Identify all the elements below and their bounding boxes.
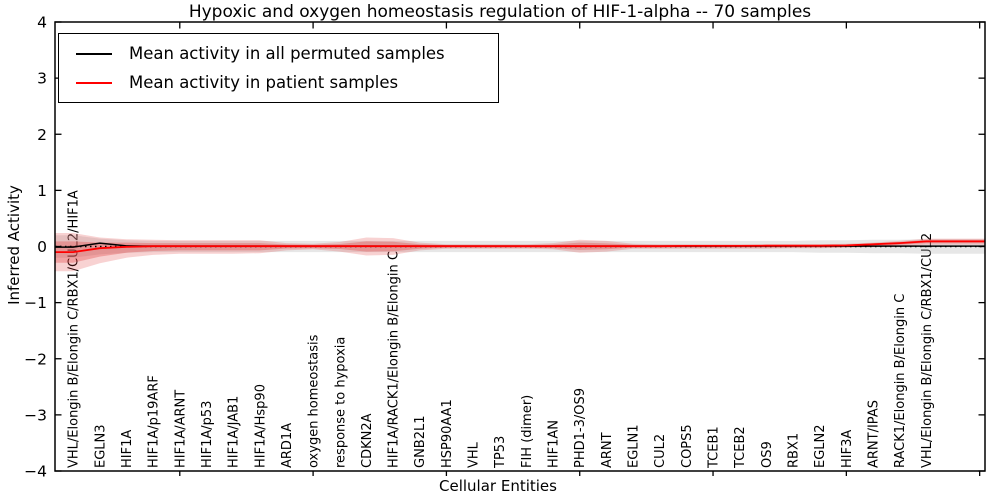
x-category-label: VHL/Elongin B/Elongin C/RBX1/CUL2/HIF1A <box>67 190 82 468</box>
x-category-label: RBX1 <box>787 433 802 468</box>
y-axis-label: Inferred Activity <box>5 185 23 305</box>
x-category-label: ARNT/IPAS <box>867 400 882 468</box>
x-category-label: CDKN2A <box>360 413 375 468</box>
y-tick-label: 2 <box>37 126 47 144</box>
legend-label-patient: Mean activity in patient samples <box>129 73 399 92</box>
x-category-label: GNB2L1 <box>413 415 428 468</box>
x-category-label: ARD1A <box>280 423 295 468</box>
x-category-label: HSP90AA1 <box>440 399 455 468</box>
x-category-label: response to hypoxia <box>333 337 348 468</box>
x-category-label: FIH (dimer) <box>520 395 535 468</box>
x-category-label: OS9 <box>760 441 775 468</box>
chart-title: Hypoxic and oxygen homeostasis regulatio… <box>188 2 812 22</box>
legend-label-permuted: Mean activity in all permuted samples <box>129 44 445 63</box>
y-tick-label: 1 <box>37 182 47 200</box>
legend-item-patient: Mean activity in patient samples <box>65 68 492 97</box>
y-tick-label: 0 <box>37 238 47 256</box>
x-category-label: TCEB2 <box>733 426 748 469</box>
x-category-label: HIF1A/Hsp90 <box>253 384 268 468</box>
x-category-label: ARNT <box>600 432 615 468</box>
y-tick-label: −3 <box>24 406 47 424</box>
y-tick-label: −1 <box>24 294 47 312</box>
x-category-label: HIF1A/ARNT <box>173 390 188 468</box>
y-tick-label: 3 <box>37 70 47 88</box>
x-category-label: VHL <box>467 441 482 468</box>
x-category-label: COPS5 <box>680 424 695 468</box>
x-category-label: HIF1A <box>120 430 135 468</box>
x-category-label: EGLN1 <box>627 424 642 468</box>
x-category-label: EGLN2 <box>813 424 828 468</box>
y-tick-label: 4 <box>37 14 47 32</box>
x-category-label: RACK1/Elongin B/Elongin C <box>893 294 908 468</box>
y-tick-label: −2 <box>24 350 47 368</box>
x-category-label: HIF1A/JAB1 <box>227 396 242 468</box>
legend-line-permuted-icon <box>76 52 112 55</box>
x-category-label: TP53 <box>493 436 508 469</box>
x-category-label: HIF1A/p19ARF <box>147 375 162 468</box>
y-tick-label: −4 <box>24 463 47 481</box>
legend-item-permuted: Mean activity in all permuted samples <box>65 39 492 68</box>
patient-samples-std-band-outer <box>55 233 985 272</box>
x-category-label: HIF3A <box>840 430 855 468</box>
x-category-label: HIF1A/RACK1/Elongin B/Elongin C <box>387 251 402 468</box>
legend-line-patient-icon <box>76 81 112 84</box>
x-category-label: HIF1A/p53 <box>200 401 215 468</box>
legend: Mean activity in all permuted samples Me… <box>58 33 499 103</box>
x-category-label: HIF1AN <box>547 420 562 468</box>
x-axis-label: Cellular Entities <box>439 477 557 495</box>
x-category-label: EGLN3 <box>93 424 108 468</box>
x-category-label: PHD1-3/OS9 <box>573 388 588 468</box>
x-category-label: TCEB1 <box>707 426 722 469</box>
patient-mean-line <box>55 240 985 254</box>
x-category-label: oxygen homeostasis <box>307 334 322 468</box>
x-category-label: CUL2 <box>653 434 668 468</box>
x-category-label: VHL/Elongin B/Elongin C/RBX1/CUL2 <box>920 233 935 468</box>
